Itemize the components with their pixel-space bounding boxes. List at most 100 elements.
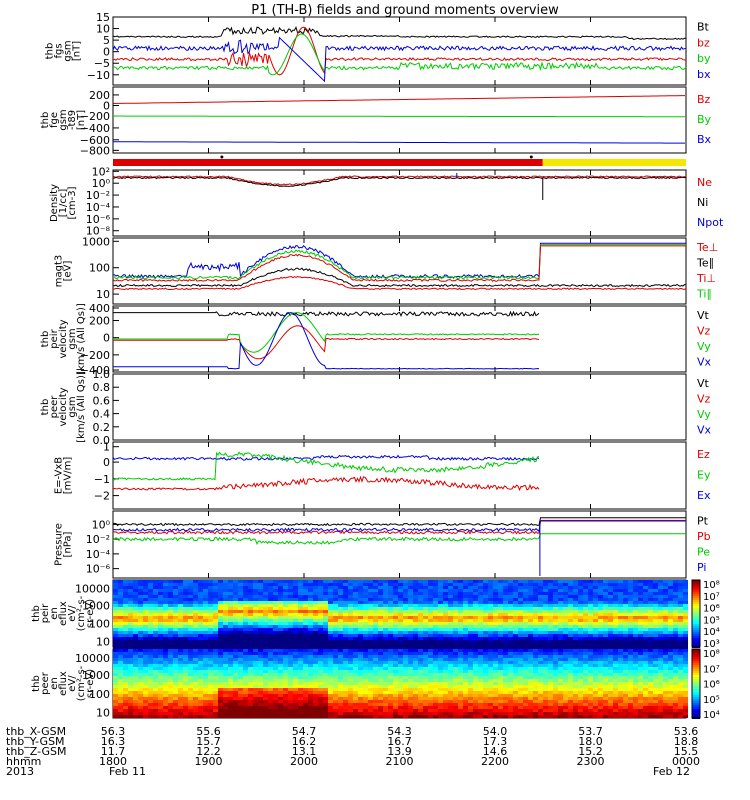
spec-cell — [188, 658, 193, 661]
spec-cell — [133, 688, 138, 691]
spec-cell — [503, 610, 508, 613]
spec-cell — [598, 580, 603, 583]
spec-cell — [563, 580, 568, 583]
spec-cell — [558, 589, 563, 592]
spec-cell — [648, 619, 653, 622]
spec-cell — [433, 646, 438, 649]
spec-cell — [238, 694, 243, 697]
spec-cell — [613, 637, 618, 640]
spec-cell — [638, 595, 643, 598]
spec-cell — [333, 601, 338, 604]
spec-cell — [323, 685, 328, 688]
spec-cell — [183, 682, 188, 685]
spec-cell — [363, 589, 368, 592]
spec-cell — [468, 595, 473, 598]
spec-cell — [553, 643, 558, 646]
spec-cell — [238, 697, 243, 700]
legend-p3-Ne: Ne — [697, 176, 712, 189]
spec-cell — [498, 640, 503, 643]
spec-cell — [648, 643, 653, 646]
spec-cell — [538, 640, 543, 643]
spec-cell — [533, 691, 538, 694]
spec-cell — [288, 700, 293, 703]
ytick-label-p9-0: 10000 — [75, 583, 110, 596]
spec-cell — [333, 676, 338, 679]
spec-cell — [203, 607, 208, 610]
spec-cell — [128, 625, 133, 628]
spec-cell — [293, 679, 298, 682]
spec-cell — [653, 601, 658, 604]
spec-cell — [218, 583, 223, 586]
spec-cell — [613, 586, 618, 589]
te-perp-blue-line — [112, 242, 686, 279]
spec-cell — [303, 622, 308, 625]
spec-cell — [603, 622, 608, 625]
spec-cell — [193, 592, 198, 595]
spec-cell — [643, 589, 648, 592]
spec-cell — [273, 673, 278, 676]
spec-cell — [463, 607, 468, 610]
spec-cell — [383, 586, 388, 589]
spec-cell — [223, 688, 228, 691]
spec-cell — [373, 622, 378, 625]
spec-cell — [623, 631, 628, 634]
spec-cell — [113, 580, 118, 583]
spec-cell — [308, 619, 313, 622]
spec-cell — [303, 679, 308, 682]
spec-cell — [228, 655, 233, 658]
spec-cell — [673, 622, 678, 625]
spec-cell — [498, 613, 503, 616]
spec-cell — [343, 691, 348, 694]
spec-cell — [318, 703, 323, 706]
spec-cell — [308, 613, 313, 616]
spec-cell — [133, 616, 138, 619]
spec-cell — [288, 652, 293, 655]
spec-cell — [438, 616, 443, 619]
spec-cell — [133, 622, 138, 625]
spec-cell — [393, 673, 398, 676]
spec-cell — [283, 658, 288, 661]
spec-cell — [223, 595, 228, 598]
spec-cell — [198, 628, 203, 631]
spec-cell — [508, 655, 513, 658]
spec-cell — [348, 685, 353, 688]
spec-cell — [228, 670, 233, 673]
spec-cell — [268, 619, 273, 622]
spec-cell — [303, 610, 308, 613]
spec-cell — [348, 697, 353, 700]
spec-cell — [313, 673, 318, 676]
spec-cell — [268, 598, 273, 601]
spec-cell — [373, 715, 378, 718]
spec-cell — [303, 691, 308, 694]
spec-cell — [518, 592, 523, 595]
spec-cell — [323, 643, 328, 646]
spec-cell — [478, 679, 483, 682]
spec-cell — [228, 634, 233, 637]
spec-cell — [288, 673, 293, 676]
spec-cell — [528, 658, 533, 661]
spec-cell — [163, 658, 168, 661]
spec-cell — [503, 595, 508, 598]
spec-cell — [453, 583, 458, 586]
spec-cell — [613, 628, 618, 631]
spec-cell — [358, 703, 363, 706]
spec-cell — [113, 622, 118, 625]
spec-cell — [213, 667, 218, 670]
spec-cell — [448, 694, 453, 697]
spec-cell — [113, 592, 118, 595]
spec-cell — [483, 607, 488, 610]
spec-cell — [328, 667, 333, 670]
spec-cell — [543, 595, 548, 598]
spec-cell — [148, 598, 153, 601]
spec-cell — [558, 592, 563, 595]
spec-cell — [583, 595, 588, 598]
spec-cell — [128, 706, 133, 709]
spec-cell — [193, 655, 198, 658]
spec-cell — [253, 589, 258, 592]
spec-cell — [288, 670, 293, 673]
spec-cell — [388, 643, 393, 646]
spec-cell — [673, 595, 678, 598]
spec-cell — [328, 688, 333, 691]
spec-cell — [308, 685, 313, 688]
spec-cell — [363, 679, 368, 682]
